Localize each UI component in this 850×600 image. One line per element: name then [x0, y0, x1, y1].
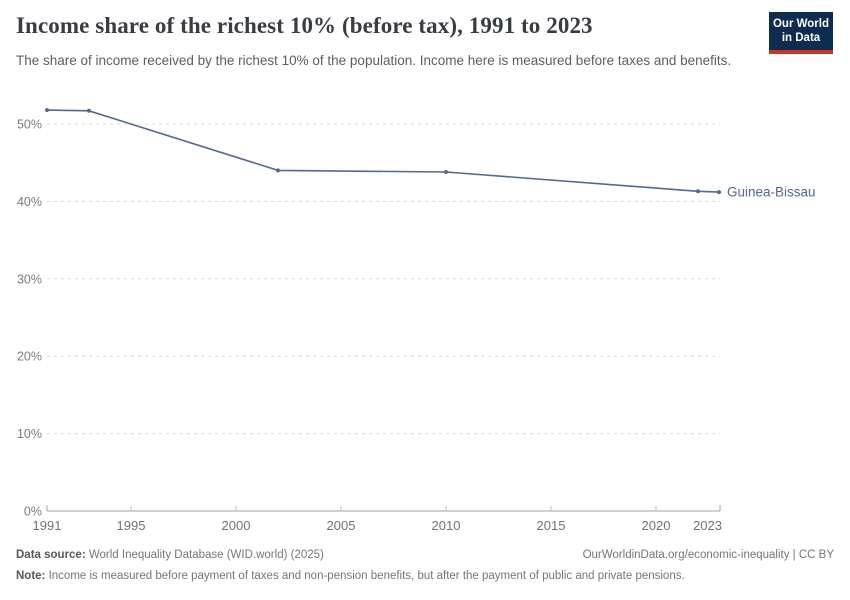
note-text: Income is measured before payment of tax… — [45, 569, 685, 582]
x-axis-tick-label-2005: 2005 — [327, 518, 356, 533]
owid-logo-line2: in Data — [781, 32, 821, 45]
y-axis-tick-label-20: 20% — [17, 350, 42, 364]
series-end-label[interactable]: Guinea-Bissau — [727, 185, 816, 200]
line-chart-plot: 0% 10% 20% 30% 40% 50% 1991 1995 2000 2005 2010 201… — [17, 108, 816, 533]
data-point-1993[interactable] — [87, 108, 91, 113]
y-axis-tick-label-40: 40% — [17, 195, 42, 209]
y-axis-tick-label-0: 0% — [24, 505, 42, 519]
chart-subtitle: The share of income received by the rich… — [16, 53, 732, 68]
data-point-1991[interactable] — [45, 108, 49, 113]
note-label: Note: — [16, 569, 46, 582]
chart-title: Income share of the richest 10% (before … — [16, 13, 593, 38]
x-axis-tick-label-1995: 1995 — [117, 518, 146, 533]
chart-footer: Data source: World Inequality Database (… — [16, 547, 834, 584]
data-source-text: World Inequality Database (WID.world) (2… — [85, 549, 324, 561]
y-axis-tick-label-10: 10% — [17, 427, 42, 441]
data-point-2023[interactable] — [717, 190, 721, 195]
note-line: Note: Income is measured before payment … — [16, 570, 685, 582]
data-point-2022[interactable] — [696, 189, 700, 194]
owid-url-link[interactable]: OurWorldinData.org/economic-inequality |… — [582, 549, 834, 561]
data-point-2002[interactable] — [276, 168, 280, 173]
x-axis-tick-label-2000: 2000 — [222, 518, 251, 533]
x-axis-tick-label-2015: 2015 — [537, 518, 566, 533]
owid-logo[interactable]: Our World in Data — [769, 12, 833, 54]
y-axis-tick-label-30: 30% — [17, 272, 42, 286]
series-line-guinea-bissau[interactable] — [46, 109, 720, 193]
x-axis-tick-label-2020: 2020 — [642, 518, 671, 533]
x-axis-tick-label-2010: 2010 — [432, 518, 461, 533]
owid-logo-line1: Our World — [772, 18, 829, 30]
data-source-line: Data source: World Inequality Database (… — [16, 547, 324, 564]
data-point-2010[interactable] — [444, 170, 448, 174]
y-axis-tick-label-50: 50% — [17, 118, 42, 132]
x-axis-tick-label-2023: 2023 — [693, 518, 722, 533]
data-source-label: Data source: — [16, 549, 86, 561]
x-axis-tick-label-1991: 1991 — [33, 518, 62, 533]
